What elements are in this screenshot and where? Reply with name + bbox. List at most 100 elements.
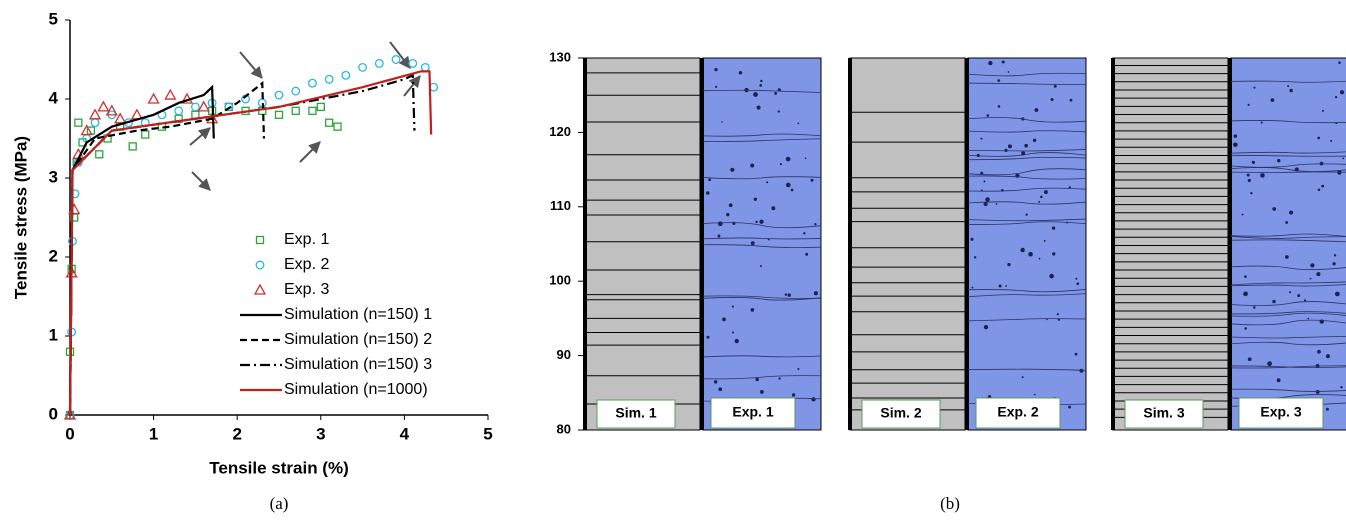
photo-crack — [702, 355, 822, 358]
marker-circle — [90, 118, 100, 128]
photo-speckle — [804, 157, 807, 160]
arrow — [403, 75, 421, 97]
photo-speckle — [785, 156, 791, 162]
photo-crack — [1230, 120, 1346, 124]
photo-speckle — [787, 293, 791, 297]
photo-speckle — [1317, 349, 1321, 354]
photo-crack — [702, 133, 822, 137]
photo-speckle — [730, 167, 735, 172]
marker-square — [274, 110, 284, 119]
photo-crack — [1230, 341, 1346, 346]
marker-circle — [408, 59, 418, 68]
photo-speckle — [813, 291, 819, 296]
photo-speckle — [760, 79, 763, 83]
marker-square — [128, 142, 137, 151]
photo-crack — [1230, 236, 1346, 239]
photo-crack — [1230, 154, 1346, 157]
photo-speckle — [985, 197, 990, 202]
x-tick-label: 2 — [232, 424, 241, 443]
photo-crack — [967, 318, 1087, 322]
photo-speckle — [1334, 96, 1338, 99]
photo-crack — [702, 237, 822, 240]
y-tick-label: 110 — [550, 198, 571, 213]
marker-circle — [391, 55, 401, 64]
photo-speckle — [1315, 389, 1320, 394]
marker-circle — [420, 62, 430, 72]
photo-crack — [1230, 281, 1346, 286]
marker-triangle — [105, 104, 118, 116]
photo-speckle — [713, 380, 718, 384]
panel-label: (a) — [270, 494, 289, 513]
photo-crack — [702, 244, 822, 248]
photo-crack — [967, 218, 1087, 222]
marker-square — [95, 150, 104, 159]
photo-speckle — [755, 220, 758, 224]
photo-speckle — [1244, 275, 1247, 278]
photo-speckle — [970, 237, 974, 241]
photo-speckle — [1040, 195, 1043, 199]
photo-speckle — [1284, 255, 1289, 259]
photo-speckle — [750, 308, 755, 312]
marker-square — [325, 118, 334, 127]
marker-square — [255, 235, 265, 245]
legend-label: Simulation (n=150) 2 — [284, 331, 432, 348]
y-tick-label: 0 — [49, 404, 58, 423]
photo-speckle — [1038, 257, 1041, 260]
photo-speckle — [708, 178, 712, 182]
photo-speckle — [1289, 88, 1293, 93]
photo-speckle — [1233, 142, 1238, 148]
photo-crack — [702, 176, 822, 180]
photo-speckle — [718, 387, 723, 392]
marker-triangle — [147, 92, 160, 104]
exp-label-box — [975, 397, 1061, 429]
photo-crack — [967, 368, 1087, 371]
photo-speckle — [810, 178, 814, 182]
marker-circle — [174, 106, 184, 116]
photo-speckle — [785, 182, 791, 188]
photo-speckle — [778, 377, 781, 380]
photo-crack — [967, 117, 1087, 123]
marker-triangle — [88, 108, 102, 120]
photo-crack — [967, 175, 1087, 180]
photo-speckle — [766, 181, 769, 184]
photo-speckle — [1321, 109, 1324, 112]
x-axis-title: Tensile strain (%) — [209, 458, 349, 477]
photo-crack — [702, 297, 822, 301]
x-tick-label: 4 — [400, 424, 410, 443]
arrow — [189, 127, 211, 146]
photo-speckle — [1033, 393, 1036, 396]
photo-speckle — [750, 163, 755, 168]
y-tick-label: 4 — [49, 88, 59, 107]
photo-speckle — [732, 331, 735, 334]
photo-crack — [967, 130, 1087, 133]
photo-speckle — [717, 234, 721, 238]
photo-speckle — [1303, 299, 1307, 302]
photo-crack — [1230, 239, 1346, 243]
photo-crack — [702, 375, 822, 380]
photo-speckle — [1020, 247, 1025, 253]
marker-circle — [224, 102, 234, 112]
photo-speckle — [1021, 376, 1024, 379]
photo-speckle — [1334, 291, 1340, 297]
photo-crack — [1230, 284, 1346, 287]
photo-speckle — [971, 286, 974, 289]
exp-label: Exp. 1 — [732, 404, 773, 420]
photo-crack — [702, 138, 822, 142]
photo-crack — [1230, 163, 1346, 168]
y-tick-label: 120 — [549, 124, 571, 139]
y-tick-label: 5 — [49, 9, 58, 28]
photo-crack — [702, 295, 822, 299]
y-tick-label: 1 — [49, 325, 58, 344]
photo-speckle — [814, 223, 817, 226]
photo-speckle — [1052, 252, 1056, 256]
photo-speckle — [803, 232, 806, 235]
photo-speckle — [1270, 98, 1275, 103]
y-axis-title: Tensile stress (MPa) — [11, 136, 30, 299]
photo-speckle — [714, 67, 718, 72]
marker-circle — [190, 102, 200, 112]
photo-speckle — [731, 305, 734, 308]
photo-speckle — [797, 367, 800, 370]
photo-speckle — [721, 121, 723, 123]
photo-crack — [967, 187, 1087, 192]
photo-speckle — [1050, 98, 1054, 102]
